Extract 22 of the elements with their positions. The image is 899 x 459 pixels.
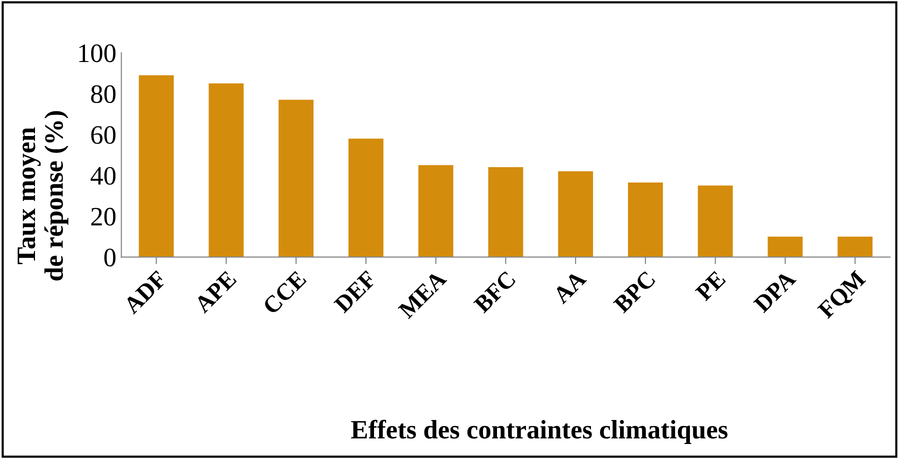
bar	[628, 182, 663, 258]
x-tick-label: PE	[694, 270, 726, 302]
x-axis-title: Effets des contraintes climatiques	[351, 420, 728, 444]
bar	[698, 186, 733, 258]
bar	[768, 236, 803, 258]
y-tick-label: 40	[90, 166, 116, 185]
bar	[418, 165, 454, 258]
bar	[488, 167, 524, 258]
bar	[838, 236, 873, 258]
y-tick-label: 80	[91, 85, 116, 104]
bar	[138, 75, 174, 258]
x-tick-label: DPA	[752, 270, 797, 314]
y-axis-title: Taux moyen de réponse (%)	[18, 111, 68, 280]
bar	[278, 100, 314, 258]
y-tick-label: 100	[79, 44, 116, 62]
x-tick-label: AA	[552, 270, 588, 304]
y-tick-label: 60	[91, 126, 116, 144]
bar	[348, 138, 384, 258]
bar	[558, 171, 594, 258]
y-tick-label: 20	[91, 208, 116, 226]
bar	[208, 83, 244, 258]
y-tick-label: 0	[104, 248, 116, 266]
